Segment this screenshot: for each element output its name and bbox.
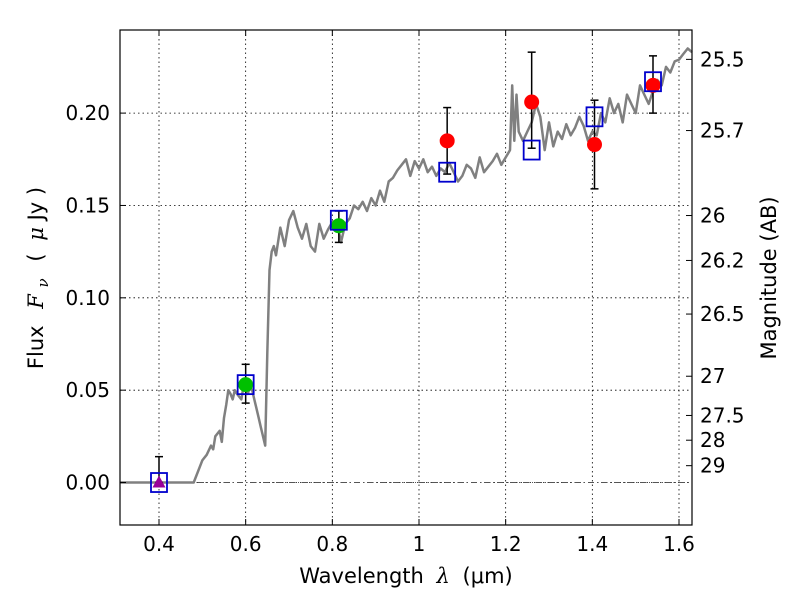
axis-ticks <box>120 30 692 525</box>
y-tick-label: 0.05 <box>65 378 110 402</box>
x-tick-label: 0.6 <box>230 532 262 556</box>
magnitude-tick-label: 25.5 <box>700 47 745 71</box>
model-point-square <box>438 161 457 183</box>
model-point-square <box>522 139 541 161</box>
magnitude-axis-label: Magnitude (AB) <box>757 196 781 359</box>
y-tick-label: 0.20 <box>65 101 110 125</box>
y-axis-label-unit-mu: μ <box>24 227 48 241</box>
model-point-square <box>644 71 662 93</box>
model-point-square <box>236 374 255 396</box>
x-axis-label-text: Wavelength <box>299 564 424 588</box>
y-axis-label-unit-open: ( <box>24 253 48 261</box>
data-point-triangle <box>152 475 166 488</box>
magnitude-tick-label: 26.5 <box>700 302 745 326</box>
x-tick-label: 1.2 <box>490 532 522 556</box>
magnitude-tick-label: 27.5 <box>700 403 745 427</box>
y-axis-label-subscript: ν <box>34 278 52 287</box>
model-spectrum <box>120 47 693 484</box>
photometry-markers <box>150 51 662 493</box>
x-tick-label: 1 <box>413 532 426 556</box>
x-axis-label: Wavelength λ (μm) <box>299 564 512 588</box>
data-point-circle <box>439 133 455 149</box>
model-point-square <box>150 472 168 493</box>
model-point-square <box>585 106 604 128</box>
magnitude-tick-label: 28 <box>700 428 725 452</box>
y-tick-label: 0.00 <box>65 471 110 495</box>
y-axis-label-text: Flux <box>24 325 48 369</box>
model-point-square <box>329 209 348 231</box>
x-axis-label-symbol: λ <box>436 564 450 588</box>
x-axis-label-unit: (μm) <box>463 564 513 588</box>
data-point-circle <box>524 94 540 110</box>
plot-frame <box>119 29 693 526</box>
y-axis-label-symbol: F <box>24 293 48 310</box>
y-tick-label: 0.10 <box>65 286 110 310</box>
model-spectrum-line <box>120 47 693 484</box>
magnitude-tick-label: 29 <box>700 454 725 478</box>
y-tick-labels: 0.00 0.05 0.10 0.15 0.20 <box>65 101 110 494</box>
x-tick-labels: 0.4 0.6 0.8 1 1.2 1.4 1.6 <box>143 532 695 556</box>
y-tick-label: 0.15 <box>65 193 110 217</box>
data-point-circle <box>587 137 602 153</box>
magnitude-tick-label: 27 <box>700 364 725 388</box>
x-tick-label: 0.8 <box>316 532 348 556</box>
magnitude-tick-label: 26 <box>700 204 725 228</box>
x-tick-label: 1.4 <box>576 532 608 556</box>
data-point-circle <box>645 77 661 93</box>
y-axis-label: Flux F ν ( μ Jy ) <box>24 187 53 369</box>
x-tick-label: 0.4 <box>143 532 175 556</box>
data-point-circle <box>238 377 254 393</box>
y-axis-label-unit-rest: Jy ) <box>24 187 48 223</box>
data-point-circle <box>331 218 347 234</box>
x-tick-label: 1.6 <box>663 532 695 556</box>
magnitude-tick-label: 26.2 <box>700 248 745 272</box>
magnitude-tick-label: 25.7 <box>700 119 745 143</box>
